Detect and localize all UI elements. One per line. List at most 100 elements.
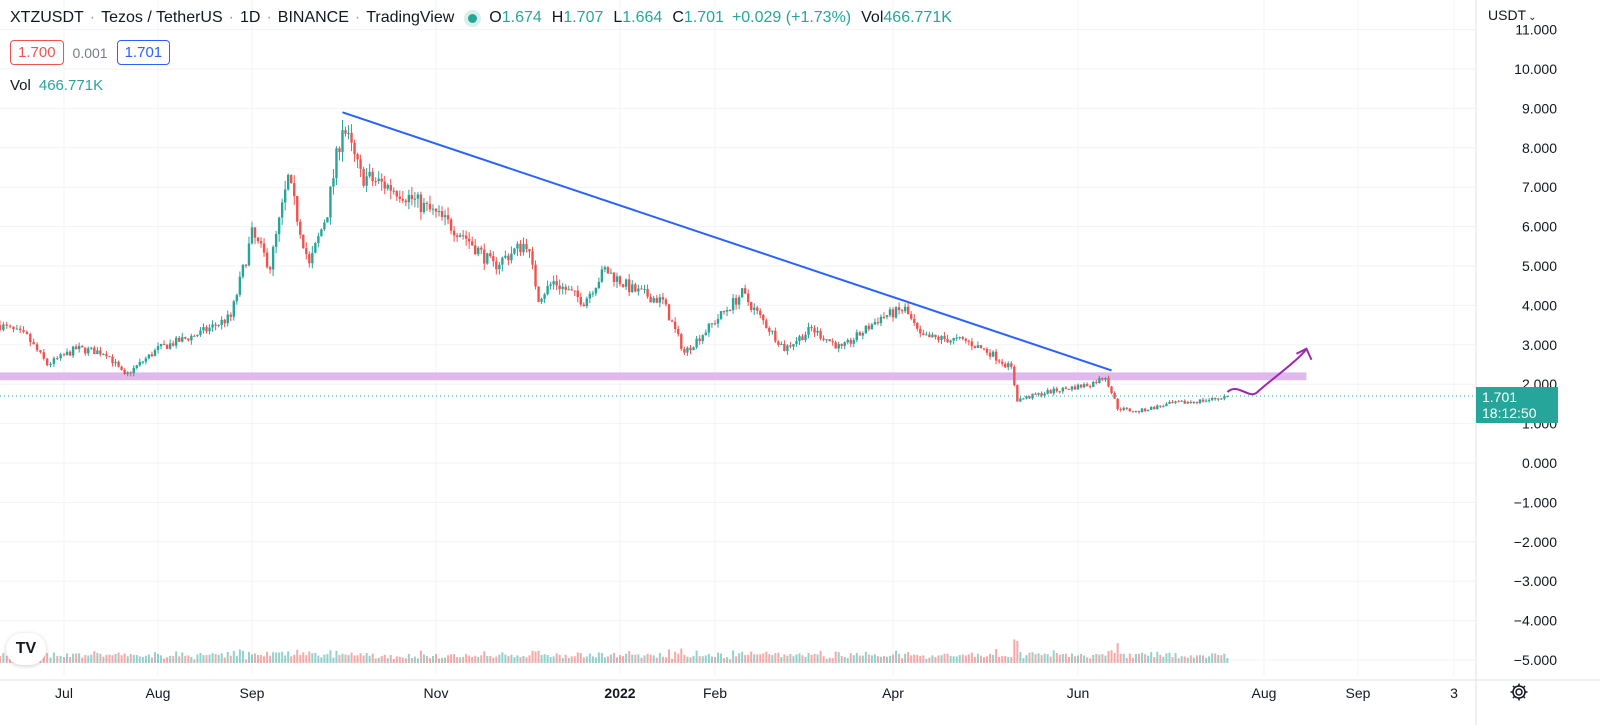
candle-body [178,337,181,342]
volume-bar [783,654,786,663]
candle-body [973,346,977,348]
candle-body [317,236,320,244]
volume-bar [269,655,272,663]
volume-bar [992,654,995,663]
volume-bar [637,654,640,663]
volume-bar [628,651,631,663]
volume-bar [1092,655,1095,663]
candle-body [296,196,299,222]
candle-body [1007,363,1010,368]
candle-body [1204,400,1208,402]
volume-bar [450,654,453,663]
volume-bar [187,655,190,663]
candle-body [900,310,904,312]
volume-bar [925,658,928,663]
candle-body [49,363,52,366]
support-zone[interactable] [0,372,1307,381]
volume-bar [658,653,661,663]
candle-body [579,296,582,305]
volume-bar [879,656,882,663]
volume-bar [540,655,543,663]
candle-body [1217,398,1220,400]
volume-bar [1022,658,1025,663]
volume-bar [314,652,317,663]
currency-selector[interactable]: USDT ⌄ [1488,7,1537,23]
volume-bar [223,657,226,663]
volume-bar [640,657,643,663]
volume-bar [919,656,922,663]
x-tick-label: Aug [1252,685,1277,701]
volume-bar [1031,652,1034,663]
y-tick-label: −4.000 [1514,613,1557,629]
volume-bar [69,656,72,663]
volume-bar [229,655,232,663]
volume-bar [916,654,919,663]
candle-body [386,184,389,189]
candle-body [162,343,166,345]
projection-arrow[interactable] [1226,348,1308,396]
volume-bar [940,655,943,663]
volume-bar [619,655,621,663]
candle-body [504,255,507,258]
candle-body [828,339,831,342]
candle-body [241,264,245,277]
volume-bar [299,654,302,663]
volume-bar [762,653,765,663]
volume-bar [510,654,513,663]
volume-bar [634,654,637,663]
volume-bar [771,655,774,663]
volume-bar [643,655,646,663]
volume-bar [846,658,849,663]
candle-body [1134,410,1138,412]
candle-body [603,267,607,270]
candle-body [661,297,665,300]
volume-bar [750,651,753,663]
candle-body [114,361,117,364]
volume-bar [42,654,45,663]
volume-bar [141,656,144,663]
gear-icon[interactable] [1509,682,1529,702]
candle-body [885,315,889,317]
volume-bar [335,650,338,663]
volume-bar [1067,656,1070,663]
volume-bar [668,649,671,663]
volume-bar [75,653,78,663]
candle-body [852,340,855,344]
volume-bar [952,656,955,663]
volume-bar [56,656,59,663]
trendline[interactable] [342,111,1112,372]
volume-bar [175,651,178,663]
candle-body [1022,398,1025,400]
candle-body [1061,387,1065,392]
volume-bar [1073,656,1076,663]
candle-body [1198,399,1202,403]
candle-body [68,351,72,356]
tradingview-logo[interactable]: TV [6,633,46,665]
candle-body [1156,405,1159,410]
candle-body [256,237,260,242]
candle-body [501,257,504,265]
candle-body [713,323,717,325]
candle-body [549,284,552,286]
candle-body [1064,387,1068,389]
candle-body [474,245,477,255]
candle-body [74,346,78,350]
volume-bar [615,657,618,663]
symbol-name[interactable]: XTZUSDT [10,9,84,26]
volume-bar [1202,655,1205,663]
volume-bar [293,654,296,663]
candle-body [701,335,704,342]
interval-label[interactable]: 1D [239,9,261,26]
volume-bar [474,655,477,663]
candle-body [786,345,789,352]
buy-button[interactable]: 1.701 [116,40,171,65]
candle-body [90,347,93,349]
candle-body [401,198,405,201]
sell-button[interactable]: 1.700 [10,40,64,65]
candle-body [389,184,392,191]
candle-body [341,130,344,153]
volume-bar [989,653,992,663]
volume-bar [419,650,422,663]
y-tick-label: −2.000 [1514,534,1557,550]
